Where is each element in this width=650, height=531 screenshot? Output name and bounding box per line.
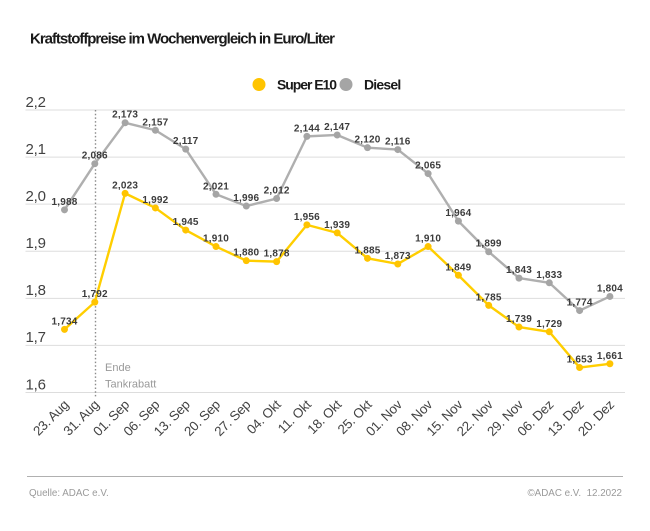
svg-text:Kraftstoffpreise im Wochenverg: Kraftstoffpreise im Wochenvergleich in E…	[30, 31, 335, 48]
svg-text:2,021: 2,021	[203, 181, 229, 192]
svg-text:2,173: 2,173	[112, 110, 138, 121]
svg-text:1,833: 1,833	[536, 270, 562, 281]
svg-text:2,147: 2,147	[324, 122, 350, 133]
svg-text:Super E10: Super E10	[277, 77, 337, 93]
svg-text:1,6: 1,6	[26, 376, 46, 393]
svg-text:1,885: 1,885	[354, 245, 380, 256]
svg-text:1,7: 1,7	[26, 329, 46, 346]
svg-text:2,116: 2,116	[385, 137, 411, 148]
svg-text:2,012: 2,012	[264, 186, 290, 197]
svg-text:2,065: 2,065	[415, 161, 441, 172]
svg-text:1,945: 1,945	[173, 217, 199, 228]
svg-text:Tankrabatt: Tankrabatt	[105, 378, 156, 390]
svg-text:1,880: 1,880	[233, 248, 259, 259]
svg-text:1,653: 1,653	[567, 355, 593, 366]
svg-text:1,785: 1,785	[476, 292, 502, 303]
svg-text:1,849: 1,849	[445, 262, 471, 273]
svg-text:2,0: 2,0	[26, 188, 46, 205]
svg-text:Ende: Ende	[105, 362, 131, 374]
svg-text:1,873: 1,873	[385, 251, 411, 262]
svg-text:1,939: 1,939	[324, 220, 350, 231]
svg-text:2,086: 2,086	[82, 151, 108, 162]
svg-text:1,792: 1,792	[82, 289, 108, 300]
svg-text:2,157: 2,157	[142, 117, 168, 128]
svg-text:1,661: 1,661	[597, 351, 623, 362]
svg-text:1,988: 1,988	[51, 197, 77, 208]
svg-text:Quelle: ADAC e.V.: Quelle: ADAC e.V.	[29, 488, 109, 499]
svg-text:2,023: 2,023	[112, 180, 138, 191]
svg-text:2,1: 2,1	[26, 141, 46, 158]
svg-text:1,956: 1,956	[294, 212, 320, 223]
svg-text:1,996: 1,996	[233, 193, 259, 204]
svg-text:1,910: 1,910	[415, 234, 441, 245]
svg-text:1,878: 1,878	[264, 249, 290, 260]
svg-text:1,964: 1,964	[445, 208, 471, 219]
svg-text:1,899: 1,899	[476, 239, 502, 250]
svg-text:1,739: 1,739	[506, 314, 532, 325]
svg-text:1,8: 1,8	[26, 282, 46, 299]
svg-text:1,804: 1,804	[597, 283, 623, 294]
svg-text:1,774: 1,774	[567, 298, 593, 309]
svg-text:1,910: 1,910	[203, 234, 229, 245]
svg-text:2,2: 2,2	[26, 94, 46, 111]
svg-text:1,9: 1,9	[26, 235, 46, 252]
svg-text:1,729: 1,729	[536, 319, 562, 330]
svg-text:1,734: 1,734	[51, 316, 77, 327]
svg-text:1,843: 1,843	[506, 265, 532, 276]
svg-text:1,992: 1,992	[142, 195, 168, 206]
svg-text:2,144: 2,144	[294, 123, 320, 134]
svg-text:2,117: 2,117	[173, 136, 199, 147]
svg-text:©ADAC e.V. 12.2022: ©ADAC e.V. 12.2022	[527, 488, 622, 499]
svg-text:Diesel: Diesel	[364, 77, 400, 93]
svg-text:2,120: 2,120	[354, 135, 380, 146]
